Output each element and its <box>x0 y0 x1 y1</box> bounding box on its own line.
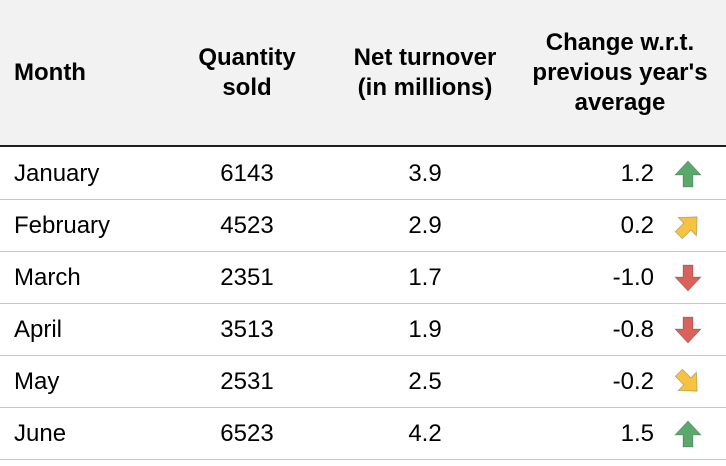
arrow-up-right-icon <box>668 200 708 251</box>
cell-change: -1.0 <box>612 263 654 291</box>
cell-quantity: 4523 <box>220 211 274 239</box>
arrow-down-icon <box>668 304 708 355</box>
header-change: Change w.r.t. previous year's average <box>520 0 720 145</box>
header-change-line1: Change w.r.t. <box>545 28 695 56</box>
cell-net-turnover: 2.9 <box>408 211 442 239</box>
cell-net-turnover: 4.2 <box>408 419 442 447</box>
header-quantity-line2: sold <box>222 73 272 101</box>
cell-month: March <box>14 263 81 291</box>
table-row: April 3513 1.9 -0.8 <box>0 304 726 356</box>
cell-month: May <box>14 367 60 395</box>
table-row: January 6143 3.9 1.2 <box>0 148 726 200</box>
cell-month: January <box>14 159 100 187</box>
header-net-line2: (in millions) <box>357 73 493 101</box>
table-row: May 2531 2.5 -0.2 <box>0 356 726 408</box>
header-quantity-line1: Quantity <box>198 43 296 71</box>
arrow-down-icon <box>668 252 708 303</box>
header-month-label: Month <box>14 58 86 86</box>
cell-net-turnover: 1.9 <box>408 315 442 343</box>
cell-change: -0.8 <box>612 315 654 343</box>
cell-quantity: 6143 <box>220 159 274 187</box>
cell-month: June <box>14 419 67 447</box>
header-change-line3: average <box>574 88 666 116</box>
cell-quantity: 3513 <box>220 315 274 343</box>
header-net-turnover: Net turnover (in millions) <box>340 0 510 145</box>
cell-change: 1.2 <box>620 159 654 187</box>
arrow-up-icon <box>668 148 708 199</box>
cell-net-turnover: 2.5 <box>408 367 442 395</box>
cell-month: February <box>14 211 111 239</box>
cell-quantity: 6523 <box>220 419 274 447</box>
cell-change: -0.2 <box>612 367 654 395</box>
header-month: Month <box>14 0 144 145</box>
arrow-down-right-icon <box>668 356 708 407</box>
table-row: March 2351 1.7 -1.0 <box>0 252 726 304</box>
cell-quantity: 2531 <box>220 367 274 395</box>
header-quantity: Quantity sold <box>180 0 314 145</box>
table-row: February 4523 2.9 0.2 <box>0 200 726 252</box>
arrow-up-icon <box>668 408 708 459</box>
cell-month: April <box>14 315 63 343</box>
header-net-line1: Net turnover <box>353 43 497 71</box>
cell-change: 0.2 <box>620 211 654 239</box>
cell-quantity: 2351 <box>220 263 274 291</box>
cell-net-turnover: 1.7 <box>408 263 442 291</box>
table-header: Month Quantity sold Net turnover (in mil… <box>0 0 726 147</box>
table-row: June 6523 4.2 1.5 <box>0 408 726 460</box>
cell-net-turnover: 3.9 <box>408 159 442 187</box>
header-change-line2: previous year's <box>532 58 708 86</box>
cell-change: 1.5 <box>620 419 654 447</box>
